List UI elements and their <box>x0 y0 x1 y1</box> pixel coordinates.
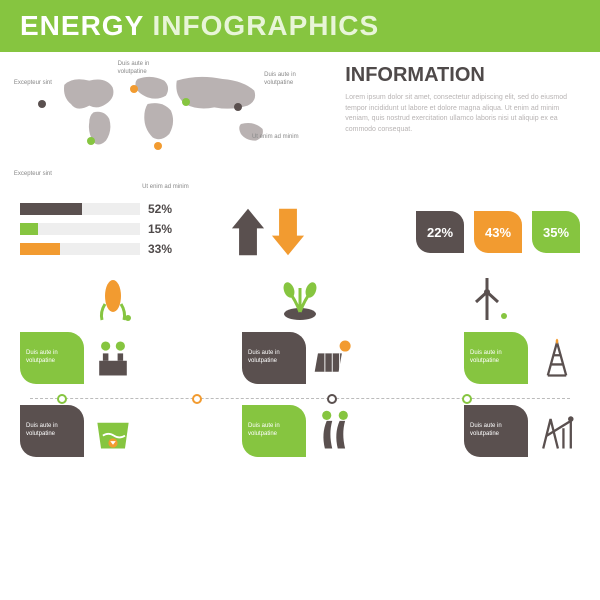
map-callout: Excepteur sint <box>14 171 74 179</box>
cards-row-top: Duis aute in volutpatine Duis aute in vol… <box>0 332 600 384</box>
info-card: Duis aute in volutpatine <box>20 332 136 384</box>
card-text: Duis aute in volutpatine <box>242 405 306 457</box>
cards-row-bottom: Duis aute in volutpatine Duis aute in vol… <box>0 405 600 457</box>
bar-chart: 52% 15% 33% <box>20 202 214 262</box>
title-strong: ENERGY <box>20 10 144 41</box>
map-callout: Duis aute in volutpatine <box>264 72 324 88</box>
info-body: Lorem ipsum dolor sit amet, consectetur … <box>345 93 580 135</box>
card-text: Duis aute in volutpatine <box>464 405 528 457</box>
timeline <box>30 398 570 399</box>
card-text: Duis aute in volutpatine <box>464 332 528 384</box>
card-text: Duis aute in volutpatine <box>242 332 306 384</box>
map-callout: Ut enim ad minim <box>252 134 312 142</box>
oil-icon <box>534 408 580 454</box>
header-banner: ENERGY INFOGRAPHICS <box>0 0 600 52</box>
percentage-leaf: 43% <box>474 211 522 253</box>
map-callout: Ut enim ad minim <box>142 184 202 192</box>
map-callout: Excepteur sint <box>14 80 74 88</box>
solar-icon <box>312 335 358 381</box>
card-text: Duis aute in volutpatine <box>20 332 84 384</box>
percentage-leaves: 22%43%35% <box>369 211 580 253</box>
info-card: Duis aute in volutpatine <box>242 332 358 384</box>
corn-icon <box>88 274 138 324</box>
timeline-dot <box>462 394 472 404</box>
info-card: Duis aute in volutpatine <box>464 405 580 457</box>
map-pin <box>234 103 242 111</box>
page-title: ENERGY INFOGRAPHICS <box>20 10 580 42</box>
arrow-up-icon <box>230 207 266 257</box>
bar-row: 33% <box>20 242 214 256</box>
bar-label: 15% <box>148 222 172 236</box>
percentage-leaf: 22% <box>416 211 464 253</box>
timeline-dot <box>327 394 337 404</box>
bar-label: 52% <box>148 202 172 216</box>
percentage-leaf: 35% <box>532 211 580 253</box>
nuclear-icon <box>312 408 358 454</box>
plant-icon <box>275 274 325 324</box>
timeline-dot <box>192 394 202 404</box>
arrow-indicators <box>230 207 353 257</box>
energy-source-icons <box>0 262 600 332</box>
arrow-down-icon <box>270 207 306 257</box>
map-pin <box>130 85 138 93</box>
hydro-icon <box>90 408 136 454</box>
bar-row: 15% <box>20 222 214 236</box>
card-text: Duis aute in volutpatine <box>20 405 84 457</box>
info-card: Duis aute in volutpatine <box>464 332 580 384</box>
map-pin <box>182 98 190 106</box>
bar-row: 52% <box>20 202 214 216</box>
map-pin <box>87 137 95 145</box>
wind-icon <box>462 274 512 324</box>
info-card: Duis aute in volutpatine <box>20 405 136 457</box>
timeline-dot <box>57 394 67 404</box>
geothermal-icon <box>90 335 136 381</box>
bar-label: 33% <box>148 242 172 256</box>
info-heading: INFORMATION <box>345 64 580 87</box>
gas-icon <box>534 335 580 381</box>
map-callout: Duis aute in volutpatine <box>118 61 178 77</box>
world-map-section: Excepteur sintExcepteur sintDuis aute in… <box>20 64 325 194</box>
title-rest: INFOGRAPHICS <box>153 10 380 41</box>
info-card: Duis aute in volutpatine <box>242 405 358 457</box>
